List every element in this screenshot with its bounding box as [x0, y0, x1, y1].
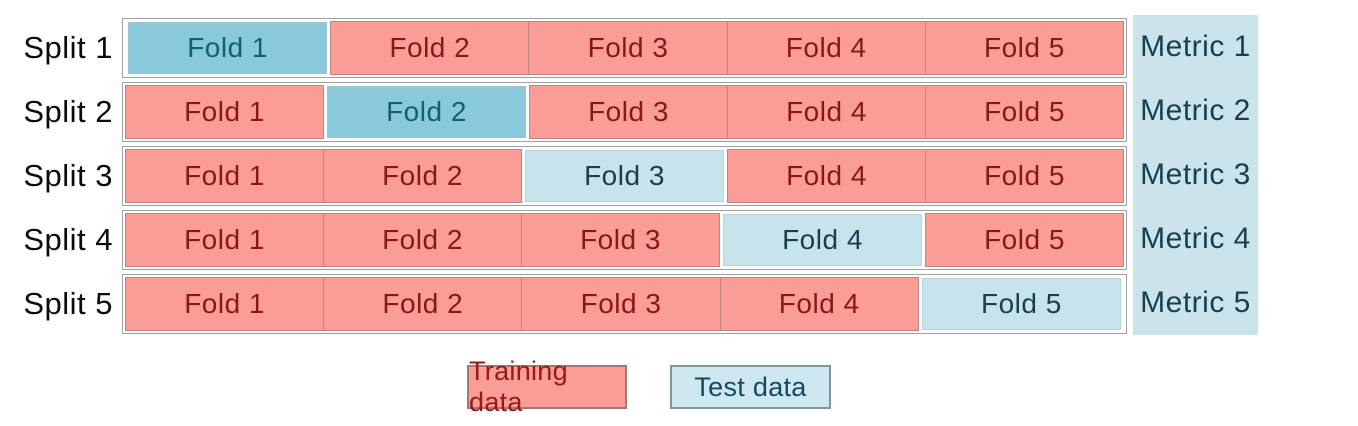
fold-cell-train: Fold 5: [926, 149, 1124, 203]
split-label: Split 5: [23, 286, 113, 321]
split-rows: Split 1 Fold 1 Fold 2 Fold 3 Fold 4 Fold…: [0, 18, 1127, 338]
split-row-5: Split 5 Fold 1 Fold 2 Fold 3 Fold 4 Fold…: [0, 274, 1127, 334]
metric-panel: Metric 1 Metric 2 Metric 3 Metric 4 Metr…: [1133, 15, 1258, 335]
split-label: Split 2: [23, 94, 113, 129]
metric-label: Metric 3: [1140, 158, 1251, 191]
fold-cell-test: Fold 2: [327, 86, 526, 138]
fold-cell-train: Fold 3: [522, 213, 720, 267]
fold-cell-test: Fold 5: [921, 278, 1122, 330]
split-label: Split 3: [23, 158, 113, 193]
metric-label: Metric 1: [1140, 30, 1251, 63]
fold-row: Fold 1 Fold 2 Fold 3 Fold 4 Fold 5: [122, 146, 1127, 206]
metric-label: Metric 4: [1140, 222, 1251, 255]
fold-cell-test: Fold 4: [723, 214, 922, 266]
fold-cell-train: Fold 4: [720, 277, 919, 331]
fold-cell-train: Fold 5: [925, 21, 1125, 75]
fold-cell-train: Fold 2: [324, 277, 523, 331]
metric-label: Metric 2: [1140, 94, 1251, 127]
fold-cell-train: Fold 1: [125, 277, 325, 331]
split-row-4: Split 4 Fold 1 Fold 2 Fold 3 Fold 4 Fold…: [0, 210, 1127, 270]
legend-test-swatch: Test data: [670, 365, 831, 409]
fold-cell-train: Fold 5: [926, 85, 1124, 139]
fold-row: Fold 1 Fold 2 Fold 3 Fold 4 Fold 5: [122, 210, 1127, 270]
fold-cell-train: Fold 1: [125, 149, 324, 203]
fold-cell-test: Fold 1: [128, 22, 328, 74]
fold-cell-train: Fold 4: [728, 85, 926, 139]
fold-cell-train: Fold 2: [330, 21, 530, 75]
fold-cell-train: Fold 3: [529, 85, 728, 139]
split-row-2: Split 2 Fold 1 Fold 2 Fold 3 Fold 4 Fold…: [0, 82, 1127, 142]
fold-cell-train: Fold 2: [324, 149, 522, 203]
fold-row: Fold 1 Fold 2 Fold 3 Fold 4 Fold 5: [122, 274, 1127, 334]
fold-cell-train: Fold 1: [125, 85, 324, 139]
metric-label: Metric 5: [1140, 286, 1251, 319]
fold-cell-train: Fold 2: [324, 213, 522, 267]
split-row-1: Split 1 Fold 1 Fold 2 Fold 3 Fold 4 Fold…: [0, 18, 1127, 78]
fold-cell-test: Fold 3: [525, 150, 724, 202]
split-label: Split 4: [23, 222, 113, 257]
fold-cell-train: Fold 5: [925, 213, 1124, 267]
fold-cell-train: Fold 4: [727, 21, 926, 75]
fold-cell-train: Fold 3: [529, 21, 728, 75]
fold-cell-train: Fold 3: [522, 277, 721, 331]
fold-row: Fold 1 Fold 2 Fold 3 Fold 4 Fold 5: [122, 82, 1127, 142]
split-label: Split 1: [23, 30, 113, 65]
fold-cell-train: Fold 1: [125, 213, 324, 267]
legend-training-swatch: Training data: [467, 356, 627, 417]
fold-row: Fold 1 Fold 2 Fold 3 Fold 4 Fold 5: [122, 18, 1127, 78]
split-row-3: Split 3 Fold 1 Fold 2 Fold 3 Fold 4 Fold…: [0, 146, 1127, 206]
fold-cell-train: Fold 4: [727, 149, 926, 203]
